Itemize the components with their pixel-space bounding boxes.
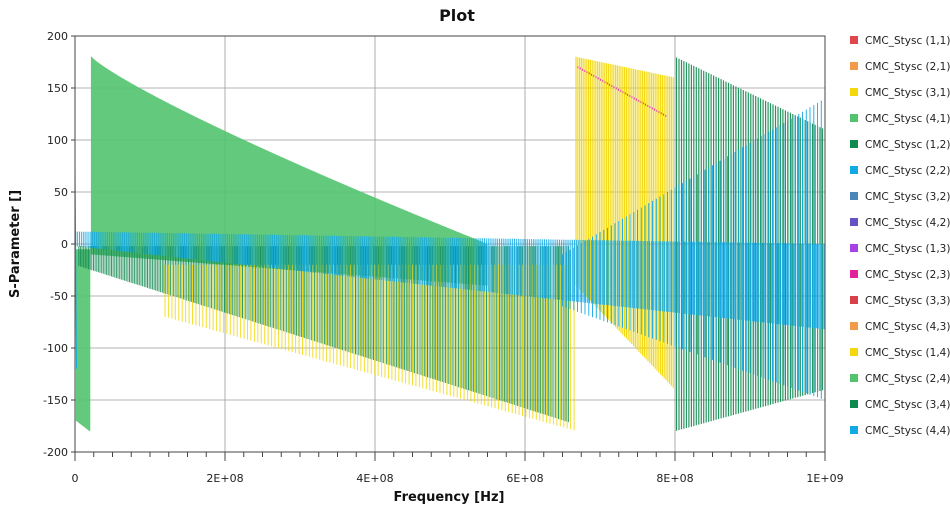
legend-label: CMC_Stysc (2,2)	[865, 165, 950, 177]
x-axis-label: Frequency [Hz]	[394, 490, 505, 505]
x-axis-ticks: 0 2E+08 4E+08 6E+08 8E+08 1E+09	[72, 452, 844, 485]
y-tick-label: -200	[43, 446, 68, 459]
y-tick-label: -150	[43, 394, 68, 407]
legend-label: CMC_Stysc (3,1)	[865, 87, 950, 99]
y-tick-label: 200	[47, 30, 68, 43]
legend-label: CMC_Stysc (2,4)	[865, 373, 950, 385]
series-line-4-4	[74, 100, 822, 399]
legend-item: CMC_Stysc (3,2)	[850, 191, 950, 203]
series-line-3-1	[575, 56, 674, 388]
legend-item: CMC_Stysc (2,3)	[850, 269, 950, 281]
legend-label: CMC_Stysc (4,4)	[865, 425, 950, 437]
y-tick-label: -100	[43, 342, 68, 355]
y-tick-label: 50	[54, 186, 68, 199]
legend-item: CMC_Stysc (2,2)	[850, 165, 950, 177]
legend-item: CMC_Stysc (1,2)	[850, 139, 950, 151]
legend-swatch	[850, 426, 858, 434]
legend-swatch	[850, 166, 858, 174]
x-tick-label: 1E+09	[806, 472, 843, 485]
legend-item: CMC_Stysc (3,4)	[850, 399, 950, 411]
series-line-2-4	[75, 249, 91, 431]
legend-swatch	[850, 192, 858, 200]
legend-item: CMC_Stysc (1,4)	[850, 347, 950, 359]
y-axis-label: S-Parameter []	[8, 190, 23, 298]
x-tick-label: 8E+08	[656, 472, 693, 485]
legend-swatch	[850, 114, 858, 122]
legend-label: CMC_Stysc (4,2)	[865, 217, 950, 229]
y-tick-label: 0	[61, 238, 68, 251]
legend-swatch	[850, 140, 858, 148]
legend-swatch	[850, 400, 858, 408]
legend-swatch	[850, 88, 858, 96]
x-tick-label: 6E+08	[506, 472, 543, 485]
y-tick-label: 100	[47, 134, 68, 147]
chart-title: Plot	[439, 6, 475, 25]
legend-label: CMC_Stysc (1,1)	[865, 35, 950, 47]
x-tick-label: 2E+08	[206, 472, 243, 485]
legend-swatch	[850, 348, 858, 356]
legend-item: CMC_Stysc (3,1)	[850, 87, 950, 99]
legend-item: CMC_Stysc (1,3)	[850, 243, 950, 255]
legend-label: CMC_Stysc (4,1)	[865, 113, 950, 125]
series-line-2-3	[577, 66, 667, 117]
legend-label: CMC_Stysc (2,1)	[865, 61, 950, 73]
legend-label: CMC_Stysc (4,3)	[865, 321, 950, 333]
legend-swatch	[850, 36, 858, 44]
data-traces	[74, 56, 825, 431]
legend-swatch	[850, 270, 858, 278]
legend-item: CMC_Stysc (4,1)	[850, 113, 950, 125]
x-tick-label: 4E+08	[356, 472, 393, 485]
series-line-1-4	[164, 264, 575, 431]
legend-item: CMC_Stysc (4,2)	[850, 217, 950, 229]
legend-swatch	[850, 62, 858, 70]
legend-label: CMC_Stysc (1,2)	[865, 139, 950, 151]
legend-item: CMC_Stysc (4,3)	[850, 321, 950, 333]
legend-label: CMC_Stysc (3,4)	[865, 399, 950, 411]
legend-swatch	[850, 244, 858, 252]
y-tick-label: 150	[47, 82, 68, 95]
legend-swatch	[850, 374, 858, 382]
legend-item: CMC_Stysc (2,4)	[850, 373, 950, 385]
legend-label: CMC_Stysc (1,3)	[865, 243, 950, 255]
legend-swatch	[850, 322, 858, 330]
legend: CMC_Stysc (1,1) CMC_Stysc (2,1) CMC_Stysc …	[850, 35, 950, 437]
legend-label: CMC_Stysc (2,3)	[865, 269, 950, 281]
legend-item: CMC_Stysc (2,1)	[850, 61, 950, 73]
legend-label: CMC_Stysc (3,3)	[865, 295, 950, 307]
legend-label: CMC_Stysc (1,4)	[865, 347, 950, 359]
legend-item: CMC_Stysc (3,3)	[850, 295, 950, 307]
x-tick-label: 0	[72, 472, 79, 485]
legend-swatch	[850, 218, 858, 226]
y-axis-ticks: -200 -150 -100 -50 0 50 100 150 200	[43, 30, 75, 459]
y-tick-label: -50	[50, 290, 68, 303]
legend-swatch	[850, 296, 858, 304]
legend-item: CMC_Stysc (1,1)	[850, 35, 950, 47]
legend-item: CMC_Stysc (4,4)	[850, 425, 950, 437]
legend-label: CMC_Stysc (3,2)	[865, 191, 950, 203]
